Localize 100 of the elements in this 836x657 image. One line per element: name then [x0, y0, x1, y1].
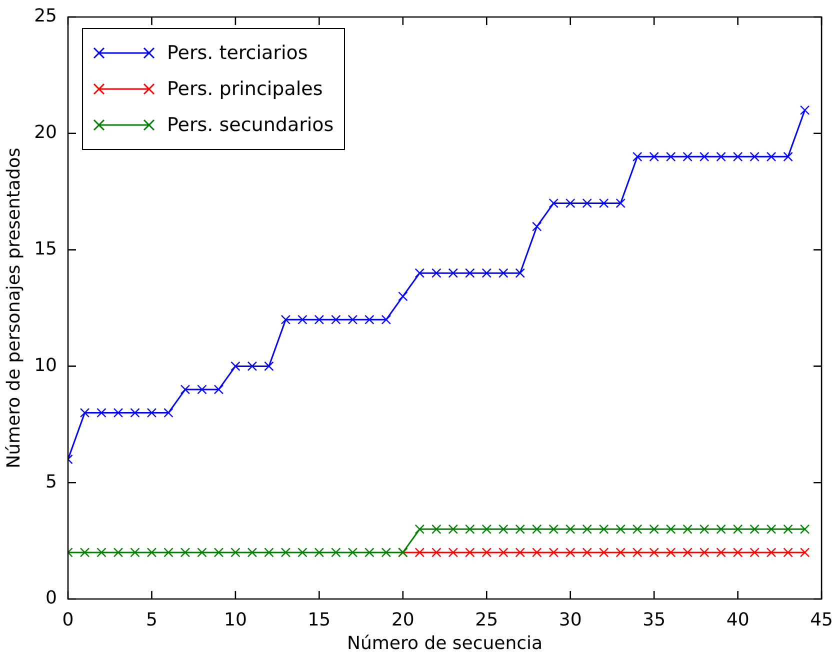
x-tick-label: 10 — [224, 609, 247, 630]
point — [432, 524, 442, 534]
x-tick-label: 45 — [810, 609, 833, 630]
point — [214, 384, 224, 394]
point — [146, 548, 157, 558]
point — [498, 268, 508, 278]
point — [465, 548, 475, 558]
point — [298, 548, 308, 558]
point — [783, 548, 793, 558]
point — [716, 548, 726, 558]
x-tick-label: 20 — [391, 609, 414, 630]
point — [130, 408, 140, 418]
point — [515, 548, 525, 558]
point — [766, 152, 776, 162]
point — [649, 548, 659, 558]
point — [548, 198, 558, 208]
point — [548, 524, 558, 534]
point — [96, 548, 106, 558]
point — [448, 548, 458, 558]
point — [448, 268, 458, 278]
point — [414, 524, 424, 534]
point — [682, 548, 692, 558]
point — [280, 548, 291, 558]
point — [164, 408, 174, 418]
point — [482, 548, 492, 558]
point — [247, 548, 258, 558]
x-tick-label: 35 — [642, 609, 666, 630]
x-tick-label: 15 — [308, 609, 331, 630]
point — [348, 548, 358, 558]
point — [699, 152, 710, 162]
point — [599, 524, 609, 534]
point — [732, 152, 743, 162]
x-tick-label: 0 — [62, 609, 74, 630]
point — [180, 548, 190, 558]
y-tick-label: 15 — [34, 238, 57, 260]
point — [197, 384, 207, 394]
point — [783, 152, 793, 162]
point — [465, 524, 475, 534]
point — [750, 548, 760, 558]
point — [599, 198, 609, 208]
legend-label: Pers. secundarios — [167, 114, 334, 136]
x-tick-label: 40 — [726, 609, 750, 630]
point — [515, 524, 525, 534]
point — [616, 548, 626, 558]
point — [716, 524, 726, 534]
x-axis-title: Número de secuencia — [346, 632, 543, 654]
point — [732, 548, 743, 558]
point — [331, 548, 341, 558]
point — [482, 268, 492, 278]
point — [432, 268, 442, 278]
point — [113, 408, 124, 418]
point — [599, 548, 609, 558]
point — [582, 524, 592, 534]
point — [582, 198, 592, 208]
point — [498, 548, 508, 558]
point — [682, 524, 692, 534]
point — [80, 408, 90, 418]
point — [314, 314, 324, 324]
point — [314, 548, 324, 558]
legend-label: Pers. terciarios — [167, 42, 308, 64]
x-tick-label: 5 — [146, 609, 158, 630]
point — [566, 548, 576, 558]
point — [80, 548, 90, 558]
y-tick-label: 0 — [46, 588, 57, 609]
y-axis-title: Número de personajes presentados — [3, 148, 24, 468]
point — [398, 292, 408, 302]
point — [364, 548, 374, 558]
point — [482, 524, 492, 534]
point — [515, 268, 525, 278]
point — [247, 361, 258, 372]
point — [566, 524, 576, 534]
point — [264, 548, 274, 558]
point — [414, 268, 424, 278]
point — [783, 524, 793, 534]
point — [699, 548, 710, 558]
point — [381, 548, 392, 558]
point — [465, 268, 475, 278]
point — [716, 152, 726, 162]
point — [666, 152, 676, 162]
point — [280, 314, 291, 324]
point — [498, 524, 508, 534]
point — [130, 548, 140, 558]
point — [649, 152, 659, 162]
point — [331, 314, 341, 324]
point — [582, 548, 592, 558]
point — [682, 152, 692, 162]
point — [197, 548, 207, 558]
point — [632, 524, 642, 534]
point — [532, 222, 542, 232]
point — [632, 152, 642, 162]
point — [532, 548, 542, 558]
point — [750, 152, 760, 162]
x-tick-label: 25 — [475, 609, 498, 630]
point — [214, 548, 224, 558]
point — [414, 548, 424, 558]
point — [381, 314, 392, 324]
point — [616, 198, 626, 208]
point — [800, 548, 810, 558]
legend-label: Pers. principales — [167, 78, 323, 100]
point — [532, 524, 542, 534]
